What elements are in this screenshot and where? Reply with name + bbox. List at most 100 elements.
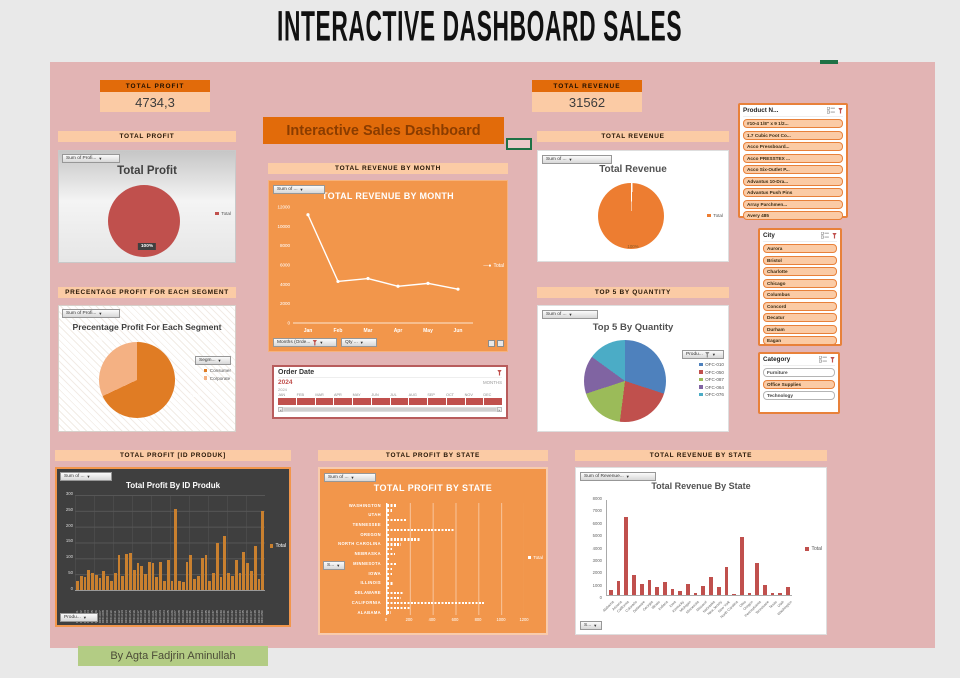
timeline-month-bar[interactable] <box>484 398 502 405</box>
legend-swatch <box>699 362 703 367</box>
pivot-field-button[interactable]: Sum of Profi... ▼ <box>62 154 120 163</box>
dropdown-arrow-icon: ▼ <box>82 615 87 620</box>
bar <box>387 557 390 561</box>
timeline-month-label[interactable]: SEP <box>427 393 435 397</box>
field-button-label: Months (Orde... <box>277 340 311 345</box>
values-field-button[interactable]: Qty ... ▼ <box>341 338 377 347</box>
axis-field-button[interactable]: Months (Orde... ▼ <box>273 338 337 347</box>
timeline-month-bar[interactable] <box>428 398 446 405</box>
legend-field-button[interactable]: Produ... ▼ <box>682 350 724 359</box>
multi-select-icon[interactable] <box>827 107 835 114</box>
timeline-month-bar[interactable] <box>390 398 409 405</box>
clear-filter-icon[interactable] <box>497 369 502 376</box>
timeline-month-bar[interactable] <box>315 398 334 405</box>
axis-field-button[interactable]: Produ... ▼ <box>60 613 98 622</box>
bar <box>132 570 136 590</box>
slicer-item[interactable]: Eagan <box>763 336 837 345</box>
scroll-right-icon[interactable]: ▸ <box>497 407 502 412</box>
bar <box>678 591 683 595</box>
timeline-month-label[interactable]: DEC <box>483 393 492 397</box>
slicer-item[interactable]: Avery 485 <box>743 211 843 220</box>
timeline-month-bar[interactable] <box>465 398 484 405</box>
slicer-item[interactable]: Concord <box>763 301 837 311</box>
x-axis-labels: Alabama Arizona California Colorado Delaware… <box>601 600 793 620</box>
slicer-item[interactable]: Chicago <box>763 278 837 288</box>
timeline-month-label[interactable]: JAN <box>278 393 286 397</box>
multi-select-icon[interactable] <box>819 356 827 363</box>
legend-label: Total <box>811 546 822 552</box>
slicer-item[interactable]: 1.7 Cubic Foot Co... <box>743 130 843 140</box>
clear-filter-icon[interactable] <box>830 356 835 363</box>
spin-button[interactable] <box>497 340 504 347</box>
slicer-item[interactable]: Advantus 10-Dra... <box>743 176 843 186</box>
slicer-item[interactable]: Advantus Push Pins <box>743 188 843 197</box>
bar <box>238 572 242 590</box>
timeline-month-bar[interactable] <box>278 398 296 405</box>
legend-field-button[interactable]: Segm... ▼ <box>195 356 231 365</box>
timeline-month-label[interactable]: MAY <box>352 393 361 397</box>
timeline-month-label[interactable]: NOV <box>464 393 473 397</box>
timeline-scrollbar[interactable]: ◂ ▸ <box>278 407 502 412</box>
slicer-item[interactable]: Bristol <box>763 255 837 265</box>
bar <box>387 523 390 527</box>
timeline-month-label[interactable]: AUG <box>408 393 417 397</box>
axis-field-button[interactable]: S... ▼ <box>580 621 602 630</box>
scroll-track[interactable] <box>283 407 497 412</box>
pivot-field-button[interactable]: Sum of Profi... ▼ <box>62 309 120 318</box>
scroll-left-icon[interactable]: ◂ <box>278 407 283 412</box>
bar <box>125 553 128 590</box>
legend-item: OFC-010 <box>699 362 724 367</box>
pivot-field-button[interactable]: Sum of ... ▼ <box>542 155 612 164</box>
chart-title: Total Revenue <box>599 164 667 175</box>
timeline-month-label[interactable]: JUN <box>371 393 379 397</box>
slicer-item[interactable]: Decatur <box>763 313 837 322</box>
slicer-item[interactable]: Columbus <box>763 290 837 299</box>
kpi-total-profit: TOTAL PROFIT 4734,3 <box>100 80 210 112</box>
clear-filter-icon[interactable] <box>832 232 837 239</box>
svg-text:0: 0 <box>287 321 290 326</box>
timeline-granularity[interactable]: MONTHS <box>482 380 502 385</box>
dropdown-arrow-icon: ▼ <box>359 340 364 345</box>
timeline-month-bar[interactable] <box>409 398 427 405</box>
timeline-month-bar[interactable] <box>446 398 465 405</box>
slicer-item[interactable]: Acco Pressboard... <box>743 142 843 151</box>
slicer-header: Category <box>763 356 835 366</box>
timeline-month-bar[interactable] <box>353 398 371 405</box>
clear-filter-icon[interactable] <box>838 107 843 114</box>
slicer-item[interactable]: Acco PRESSTEX ... <box>743 153 843 163</box>
timeline-month-label[interactable]: APR <box>333 393 342 397</box>
spin-button[interactable] <box>488 340 495 347</box>
timeline-month-label[interactable]: FEB <box>296 393 305 397</box>
pivot-field-button[interactable]: Sum of ... ▼ <box>542 310 598 319</box>
timeline-month-bar[interactable] <box>296 398 315 405</box>
kpi-profit-header: TOTAL PROFIT <box>100 80 210 92</box>
timeline-month-label[interactable]: MAR <box>315 393 324 397</box>
timeline-month-bar[interactable] <box>371 398 390 405</box>
bar <box>639 584 644 595</box>
pivot-field-button[interactable]: Sum of ... ▼ <box>60 472 112 481</box>
dropdown-arrow-icon: ▼ <box>711 352 716 357</box>
pivot-field-button[interactable]: Sum of ... ▼ <box>273 185 325 194</box>
pivot-field-button[interactable]: Sum of ... ▼ <box>324 473 376 482</box>
slicer-item[interactable]: #10-4 1/8" x 9 1/2... <box>743 119 843 128</box>
axis-field-button[interactable]: S... ▼ <box>323 561 345 570</box>
bar <box>197 575 200 590</box>
timeline-month-label[interactable]: JUL <box>389 393 397 397</box>
slicer-item[interactable]: Furniture <box>763 368 835 377</box>
timeline-month-label[interactable]: OCT <box>445 393 454 397</box>
selected-cell[interactable] <box>506 138 532 150</box>
slicer-item[interactable]: Aurora <box>763 244 837 253</box>
slicer-item[interactable]: Office Supplies <box>763 379 835 389</box>
dropdown-arrow-icon: ▼ <box>568 312 573 317</box>
pivot-field-button[interactable]: Sum of Revenue... ▼ <box>580 472 656 481</box>
slicer-item[interactable]: Charlotte <box>763 267 837 276</box>
slicer-item[interactable]: Technology <box>763 391 835 400</box>
slicer-item[interactable]: Durham <box>763 324 837 334</box>
timeline-month-bar[interactable] <box>334 398 352 405</box>
scroll-thumb[interactable] <box>284 408 496 411</box>
bar <box>147 562 151 590</box>
multi-select-icon[interactable] <box>821 232 829 239</box>
slicer-item[interactable]: Array Parchmen... <box>743 199 843 209</box>
slicer-item[interactable]: Acco Six-Outlet P... <box>743 165 843 174</box>
